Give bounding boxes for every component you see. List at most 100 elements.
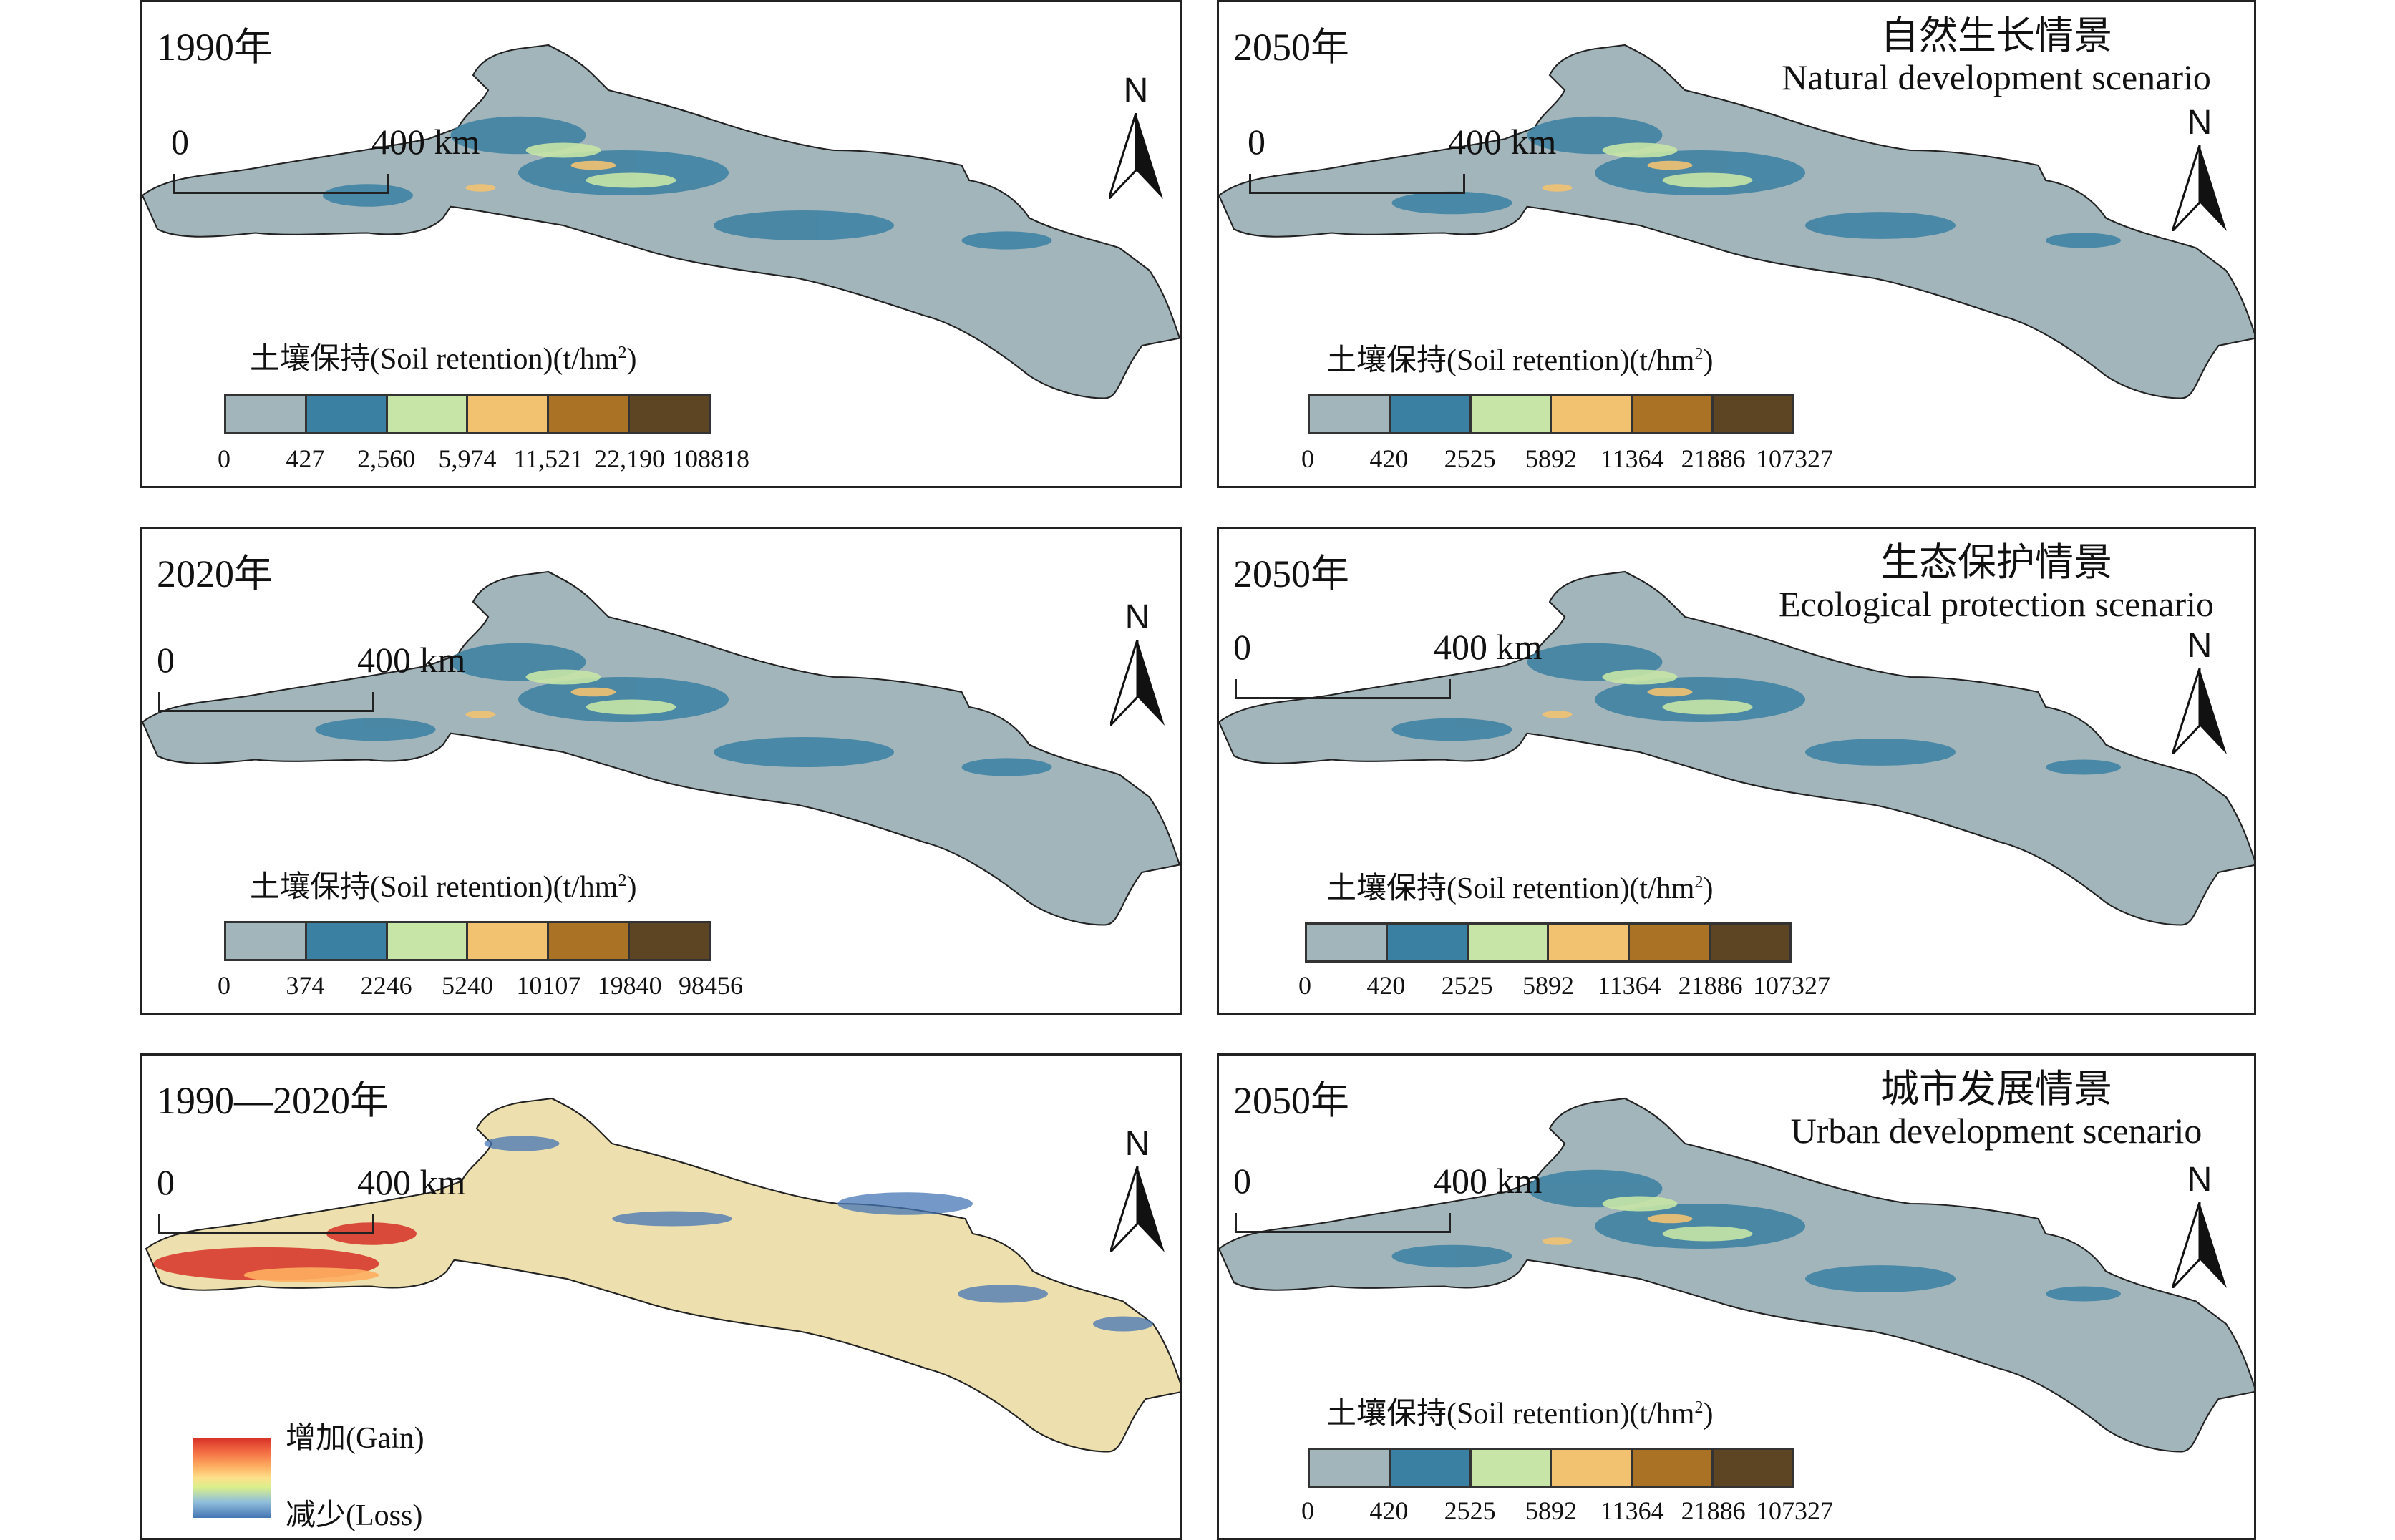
legend-tick: 0 xyxy=(1301,444,1314,473)
legend-tick: 420 xyxy=(1366,971,1406,1000)
north-arrow-icon xyxy=(1110,1166,1165,1252)
north-arrow-icon xyxy=(2172,668,2227,754)
legend-tick: 2246 xyxy=(360,971,412,1000)
legend-color-bar xyxy=(1305,922,1792,962)
north-arrow-icon xyxy=(1109,113,1163,199)
scenario-title-en: Urban development scenario xyxy=(1790,1111,2202,1151)
scale-bar: 0 400 km xyxy=(1233,1161,1542,1242)
scale-zero-label: 0 xyxy=(157,640,175,680)
legend-title: 土壤保持(Soil retention)(t/hm2) xyxy=(1326,1398,1714,1431)
region-map xyxy=(142,570,1180,926)
legend-tick: 420 xyxy=(1369,1496,1409,1525)
legend-title: 土壤保持(Soil retention)(t/hm2) xyxy=(250,871,637,904)
scale-bar-line xyxy=(158,1214,374,1234)
scale-bar-line xyxy=(173,174,389,194)
legend-ticks: 0 420 2525 5892 11364 21886 107327 xyxy=(1301,1496,1833,1526)
loss-label: 减少(Loss) xyxy=(286,1499,423,1532)
legend-tick: 11364 xyxy=(1598,971,1661,1000)
scenario-title-cn: 生态保护情景 xyxy=(1880,541,2112,584)
legend-swatch xyxy=(1468,925,1550,960)
legend-swatch xyxy=(1390,396,1472,432)
legend-tick: 10107 xyxy=(516,971,581,1000)
north-label: N xyxy=(1124,1125,1150,1163)
north-label: N xyxy=(2187,104,2212,142)
legend-swatch xyxy=(1633,396,1714,432)
map-panel-2050-ecological: 2050年 生态保护情景 Ecological protection scena… xyxy=(1217,527,2256,1015)
legend-tick: 427 xyxy=(286,444,325,473)
legend-tick: 21886 xyxy=(1678,971,1743,1000)
legend-color-bar xyxy=(224,394,711,434)
legend-tick: 374 xyxy=(286,971,325,1000)
legend-tick: 5892 xyxy=(1525,1496,1577,1525)
map-year-label: 1990—2020年 xyxy=(157,1079,389,1122)
legend-swatch xyxy=(1387,925,1469,960)
change-gradient-legend xyxy=(193,1438,271,1518)
legend-swatch xyxy=(630,923,709,959)
north-arrow: N xyxy=(2157,106,2243,242)
scale-distance-label: 400 km xyxy=(1434,1161,1543,1201)
legend-tick: 5892 xyxy=(1522,971,1574,1000)
legend-swatch xyxy=(549,396,631,432)
legend-color-bar xyxy=(224,921,711,961)
legend-tick: 108818 xyxy=(672,444,749,473)
legend-swatch xyxy=(226,396,307,432)
scale-bar: 0 400 km xyxy=(1233,629,1542,708)
legend-tick: 0 xyxy=(1298,971,1311,1000)
scale-bar: 0 400 km xyxy=(157,640,465,721)
scale-bar: 0 400 km xyxy=(1248,124,1556,203)
map-year-label: 2050年 xyxy=(1233,26,1349,69)
scale-distance-label: 400 km xyxy=(1434,627,1543,667)
legend-swatch xyxy=(306,923,388,959)
scale-distance-label: 400 km xyxy=(357,1162,466,1202)
legend-color-bar xyxy=(1308,1448,1794,1488)
scale-zero-label: 0 xyxy=(1233,1161,1251,1201)
scale-distance-label: 400 km xyxy=(357,640,466,680)
map-panel-2050-natural: 2050年 自然生长情景 Natural development scenari… xyxy=(1217,0,2256,488)
north-arrow: N xyxy=(1094,1127,1180,1263)
legend-tick: 0 xyxy=(1301,1496,1314,1525)
north-arrow-icon xyxy=(2172,1202,2227,1288)
scale-distance-label: 400 km xyxy=(371,122,480,162)
legend-swatch xyxy=(226,923,307,959)
legend-tick: 2,560 xyxy=(357,444,416,473)
legend-tick: 98456 xyxy=(679,971,743,1000)
legend-swatch xyxy=(1310,396,1391,432)
scale-bar-line xyxy=(1249,174,1465,194)
legend-swatch xyxy=(1390,1450,1472,1486)
change-map xyxy=(145,1097,1180,1453)
legend-swatch xyxy=(1714,396,1792,432)
legend-swatch xyxy=(1549,925,1631,960)
scale-distance-label: 400 km xyxy=(1448,122,1557,162)
legend-swatch xyxy=(630,396,709,432)
legend-tick: 22,190 xyxy=(594,444,666,473)
map-panel-change-1990-2020: 1990—2020年 0 400 km N 增加(Gain) 减少(Loss) xyxy=(140,1053,1182,1540)
legend-tick: 5892 xyxy=(1525,444,1577,473)
scale-bar: 0 400 km xyxy=(157,1164,465,1243)
scale-bar-line xyxy=(1235,679,1451,699)
scale-zero-label: 0 xyxy=(171,122,189,162)
legend-tick: 420 xyxy=(1369,444,1409,473)
legend-tick: 11,521 xyxy=(513,444,584,473)
map-year-label: 2050年 xyxy=(1233,552,1349,595)
north-arrow-icon xyxy=(1110,640,1165,726)
scenario-title-cn: 自然生长情景 xyxy=(1880,14,2112,57)
scale-bar: 0 400 km xyxy=(171,122,480,203)
map-panel-1990: 1990年 0 400 km N 土壤保持(Soil retention)(t/… xyxy=(140,0,1182,488)
legend-swatch xyxy=(1711,925,1789,960)
north-label: N xyxy=(2187,627,2212,665)
legend-tick: 107327 xyxy=(1756,444,1833,473)
legend-tick: 2525 xyxy=(1444,444,1496,473)
legend-swatch xyxy=(1471,396,1553,432)
region-map xyxy=(1219,44,2254,399)
legend-swatch xyxy=(1633,1450,1714,1486)
legend-title: 土壤保持(Soil retention)(t/hm2) xyxy=(1326,344,1714,377)
map-panel-2020: 2020年 0 400 km N 土壤保持(Soil retention)(t/… xyxy=(140,527,1182,1015)
legend-swatch xyxy=(468,396,550,432)
north-arrow: N xyxy=(2157,629,2243,765)
legend-swatch xyxy=(468,923,550,959)
legend-tick: 0 xyxy=(218,444,230,473)
north-arrow: N xyxy=(1094,600,1180,736)
north-label: N xyxy=(2187,1161,2212,1199)
legend-tick: 5,974 xyxy=(438,444,497,473)
legend-swatch xyxy=(387,923,469,959)
